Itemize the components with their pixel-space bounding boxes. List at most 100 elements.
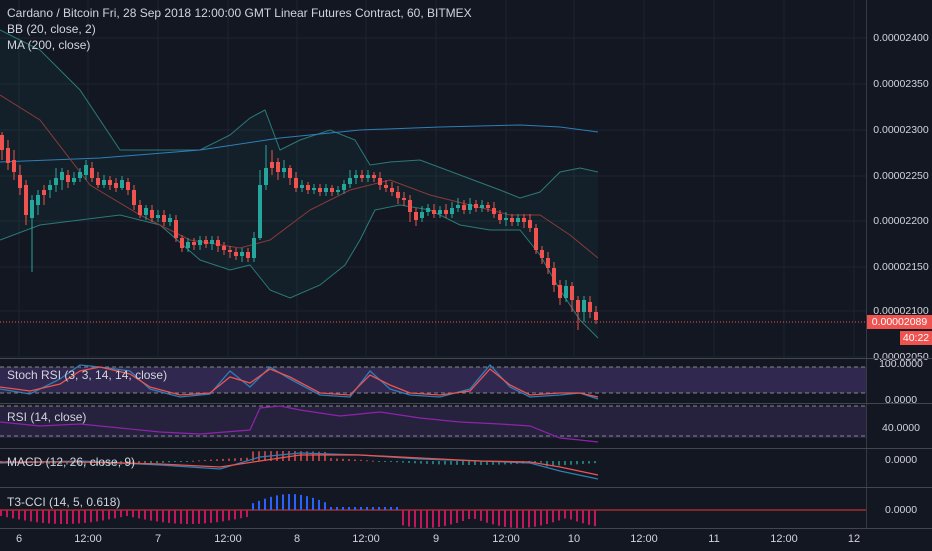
rsi-tick-40: 40.0000 [882,422,920,434]
candle-body [498,214,502,220]
candle-body [72,178,76,182]
candle-body [36,195,40,205]
candle-body [258,185,262,238]
macd-histogram-bar [198,460,200,462]
cci-bar [498,510,500,526]
price-axis[interactable]: 0.00002400 0.00002350 0.00002300 0.00002… [866,0,932,528]
t3-cci-chart[interactable] [0,488,866,528]
candle-body [558,285,562,298]
candle-body [378,178,382,185]
macd-histogram-bar [312,451,314,461]
x-tick: 12:00 [770,533,798,545]
bb-legend[interactable]: BB (20, close, 2) [7,22,96,36]
rsi-legend[interactable]: RSI (14, close) [7,410,87,424]
cci-bar [354,507,356,510]
pane-separator[interactable] [0,448,932,449]
y-tick: 0.00002350 [873,78,929,90]
macd-histogram-bar [534,461,536,464]
cci-bar [90,510,92,523]
time-axis[interactable]: 6 12:00 7 12:00 8 12:00 9 12:00 10 12:00… [0,528,932,551]
pane-separator[interactable] [0,487,932,488]
cci-bar [300,494,302,510]
cci-bar [348,507,350,510]
candle-body [252,238,256,258]
candle-body [198,240,202,245]
candle-body [84,165,88,175]
x-tick: 10 [567,533,581,545]
cci-tick-0: 0.0000 [884,504,918,516]
candle-body [348,178,352,184]
macd-histogram-bar [372,460,374,462]
macd-legend[interactable]: MACD (12, 26, close, 9) [7,455,136,469]
macd-histogram-bar [186,461,188,462]
price-chart[interactable] [0,0,866,358]
rsi-band [0,406,866,438]
candle-body [156,215,160,218]
macd-histogram-bar [354,459,356,461]
candle-body [474,204,478,208]
candle-body [318,188,322,192]
cci-bar [330,507,332,510]
cci-bar [420,510,422,528]
macd-histogram-bar [492,461,494,465]
macd-histogram-bar [180,461,182,462]
candle-body [486,205,490,208]
x-tick: 12 [847,533,861,545]
t3-cci-legend[interactable]: T3-CCI (14, 5, 0.618) [7,495,121,509]
macd-pane[interactable]: MACD (12, 26, close, 9) [0,449,866,487]
cci-bar [432,510,434,528]
pane-separator[interactable] [0,358,932,359]
candle-body [438,210,442,214]
candle-body [96,178,100,185]
x-tick: 12:00 [214,533,242,545]
candle-body [186,242,190,248]
cci-bar [252,503,254,510]
candle-body [78,172,82,178]
candle-body [372,175,376,178]
cci-bar [240,510,242,519]
macd-histogram-bar [66,461,68,465]
stoch-rsi-pane[interactable]: Stoch RSI (3, 3, 14, 14, close) [0,359,866,403]
candle-body [246,252,250,258]
candle-body [540,250,544,258]
stoch-rsi-chart[interactable] [0,359,866,403]
macd-chart[interactable] [0,449,866,487]
candle-body [60,172,64,180]
cci-bar [414,510,416,528]
macd-signal-line [0,454,599,476]
candle-body [366,175,370,178]
cci-bar [318,499,320,510]
ma-legend[interactable]: MA (200, close) [7,38,91,52]
candle-body [222,246,226,250]
macd-histogram-bar [240,457,242,461]
macd-histogram-bar [132,461,134,465]
candle-body [276,162,280,172]
macd-histogram-bar [456,461,458,465]
rsi-chart[interactable] [0,404,866,448]
candle-body [42,190,46,195]
cci-bar [246,510,248,518]
pane-separator[interactable] [0,403,932,404]
candle-body [126,182,130,190]
macd-histogram-bar [384,461,386,462]
macd-tick-0: 0.0000 [884,454,918,466]
candle-body [588,302,592,312]
cci-bar [30,510,32,522]
cci-bar [216,510,218,523]
cci-bar [150,510,152,521]
cci-bar [96,510,98,522]
candle-body [408,200,412,212]
candle-body [180,238,184,248]
macd-histogram-bar [402,461,404,463]
rsi-pane[interactable]: RSI (14, close) [0,404,866,448]
t3-cci-pane[interactable]: T3-CCI (14, 5, 0.618) [0,488,866,528]
cci-bar [114,510,116,519]
stoch-rsi-legend[interactable]: Stoch RSI (3, 3, 14, 14, close) [7,368,168,382]
price-pane[interactable]: Cardano / Bitcoin Fri, 28 Sep 2018 12:00… [0,0,866,358]
macd-histogram-bar [60,461,62,465]
candle-body [390,188,394,192]
cci-bar [582,510,584,524]
bb-fill [0,30,598,338]
macd-histogram-bar [156,461,158,464]
cci-bar [342,507,344,510]
